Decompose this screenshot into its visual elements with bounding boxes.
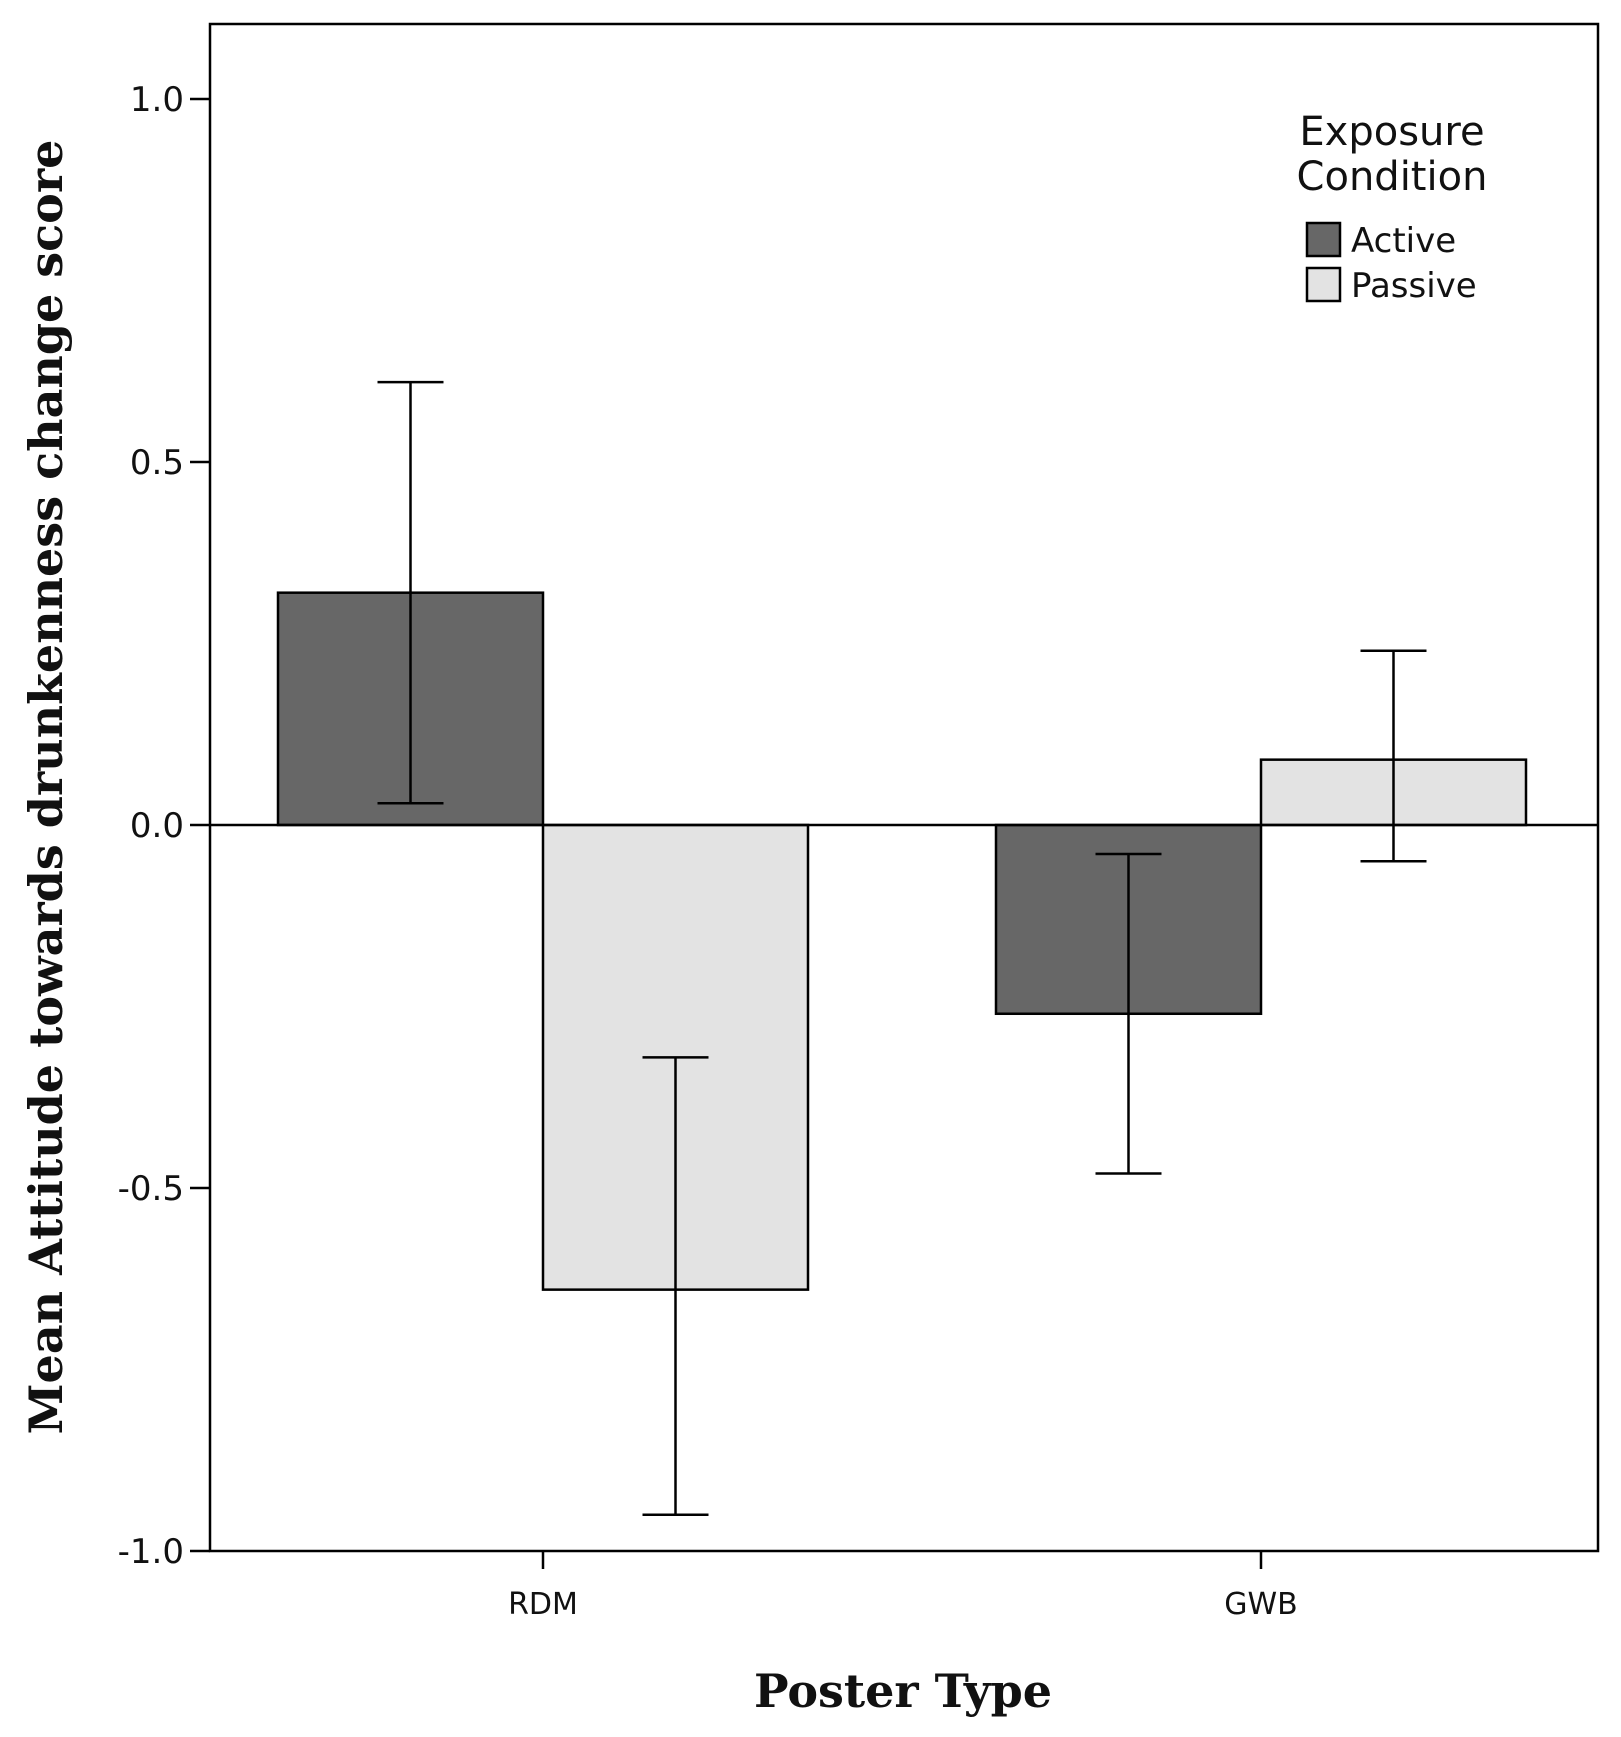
legend-title-line-2: Condition — [1297, 154, 1488, 200]
legend-label-passive: Passive — [1351, 266, 1477, 306]
legend: Exposure Condition Active Passive — [1297, 109, 1488, 306]
y-tick-label: 0.5 — [130, 443, 184, 483]
legend-swatch-active — [1305, 221, 1342, 258]
y-tick-label: -1.0 — [118, 1532, 184, 1572]
legend-label-active: Active — [1351, 221, 1456, 261]
x-tick-label-rdm: RDM — [508, 1587, 578, 1622]
plot-frame — [208, 22, 1600, 1553]
legend-swatch-passive — [1305, 266, 1342, 303]
y-axis-title: Mean Attitude towards drunkenness change… — [19, 140, 73, 1435]
x-axis-title: Poster Type — [754, 1664, 1052, 1718]
y-axis: -1.0 -0.5 0.0 0.5 1.0 — [118, 80, 210, 1572]
y-tick-label: -0.5 — [118, 1169, 184, 1209]
x-tick-label-gwb: GWB — [1224, 1587, 1298, 1622]
legend-title-line-1: Exposure — [1299, 109, 1484, 155]
x-axis: RDM GWB — [508, 1551, 1298, 1622]
y-tick-label: 0.0 — [130, 806, 184, 846]
bars — [276, 591, 1528, 1291]
y-tick-label: 1.0 — [130, 80, 184, 120]
error-bars — [377, 380, 1427, 1516]
